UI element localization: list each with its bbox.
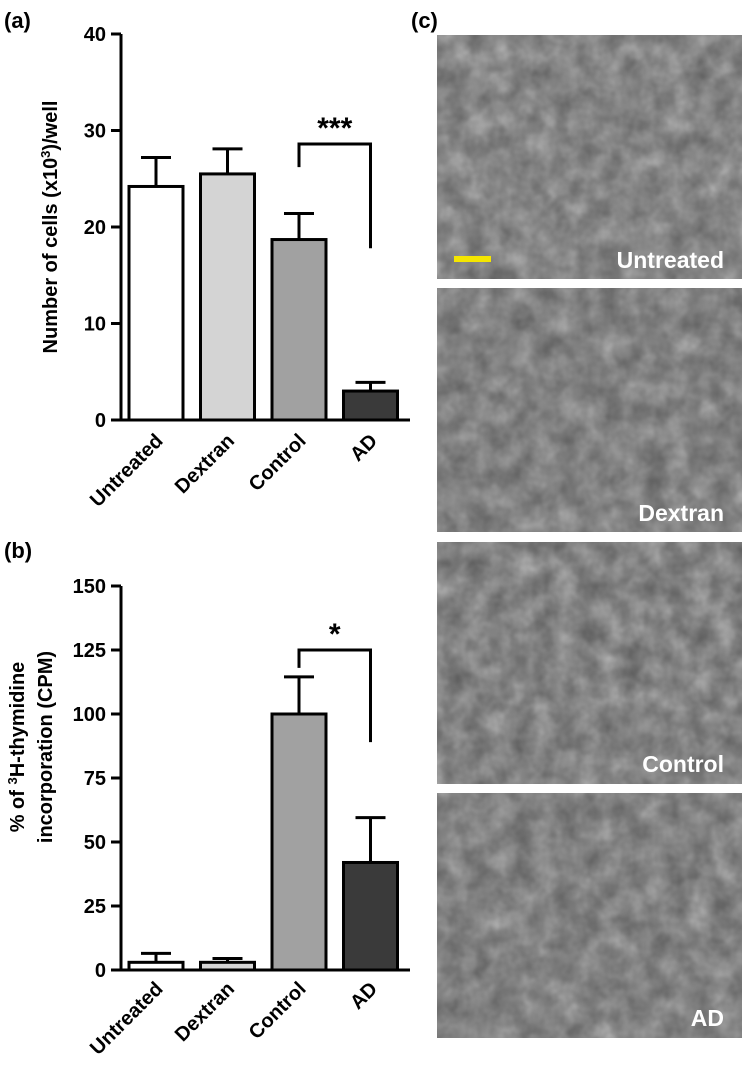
- panel-b-bars: [127, 712, 399, 972]
- panel-b-error-bars: [141, 675, 386, 963]
- micrograph-control: Control: [437, 542, 742, 784]
- bar-dextran: [199, 172, 256, 422]
- x-tick-label: Control: [245, 430, 311, 496]
- y-tick-label: 10: [84, 314, 106, 336]
- significance-bracket: [297, 142, 372, 249]
- micrograph-control-texture: [437, 542, 742, 784]
- panel-a-bars: [127, 172, 399, 422]
- panel-b-label: (b): [4, 538, 32, 563]
- y-tick-label: 100: [73, 704, 106, 726]
- significance-bracket: [297, 648, 372, 743]
- panel-a-x-labels: Untreated Dextran Control AD: [86, 430, 382, 512]
- panel-b-significance: *: [297, 618, 372, 743]
- bar-ad: [342, 860, 399, 972]
- bar-untreated: [127, 960, 185, 972]
- panel-b: (b) % of 3H-thymidine incorporation (CPM…: [4, 538, 410, 1060]
- y-tick-label: 150: [73, 576, 106, 598]
- panel-c-label: (c): [411, 8, 438, 33]
- y-tick-label: 25: [84, 896, 106, 918]
- bar-untreated: [127, 184, 185, 422]
- y-tick-label: 50: [84, 832, 106, 854]
- micrograph-ad-texture: [437, 793, 742, 1038]
- y-tick-label: 0: [95, 960, 106, 982]
- scale-bar: [454, 256, 491, 262]
- micrograph-dextran-texture: [437, 288, 742, 532]
- micrograph-dextran-label: Dextran: [638, 500, 724, 526]
- panel-b-x-labels: Untreated Dextran Control AD: [86, 978, 382, 1060]
- x-tick-label: Untreated: [86, 978, 168, 1060]
- significance-label: ***: [317, 112, 352, 145]
- panel-b-ylabel-line2: incorporation (CPM): [35, 651, 57, 843]
- panel-c: (c) Untreated Dextran Control AD: [411, 8, 742, 1038]
- micrograph-untreated-label: Untreated: [617, 247, 724, 273]
- micrograph-dextran: Dextran: [437, 288, 742, 532]
- y-tick-label: 0: [95, 410, 106, 432]
- panel-a: (a) Number of cells (x103)/well 0 10 20 30 4…: [4, 8, 410, 512]
- panel-a-significance: ***: [297, 112, 372, 249]
- micrograph-untreated-texture: [437, 35, 742, 279]
- y-tick-label: 20: [84, 217, 106, 239]
- x-tick-label: Dextran: [171, 430, 239, 498]
- y-tick-label: 125: [73, 640, 106, 662]
- x-tick-label: AD: [346, 430, 382, 466]
- x-tick-label: Control: [245, 978, 311, 1044]
- bar-control: [270, 712, 328, 972]
- panel-a-ylabel: Number of cells (x103)/well: [38, 101, 62, 354]
- y-tick-label: 30: [84, 121, 106, 143]
- bar-ad: [342, 389, 399, 422]
- micrograph-control-label: Control: [642, 751, 724, 777]
- panel-b-ylabel-line1: % of 3H-thymidine: [5, 662, 29, 833]
- y-tick-label: 40: [84, 24, 106, 46]
- x-tick-label: AD: [346, 978, 382, 1014]
- x-tick-label: Untreated: [86, 430, 168, 512]
- significance-label: *: [329, 618, 341, 651]
- bar-dextran: [199, 960, 256, 972]
- bar-control: [270, 238, 328, 422]
- panel-a-error-bars: [141, 147, 386, 392]
- micrograph-untreated: Untreated: [437, 35, 742, 279]
- x-tick-label: Dextran: [171, 978, 239, 1046]
- micrograph-ad-label: AD: [691, 1005, 724, 1031]
- panel-a-label: (a): [4, 8, 31, 33]
- micrograph-ad: AD: [437, 793, 742, 1038]
- panel-b-y-ticks: 0 25 50 75 100 125 150: [73, 576, 121, 982]
- panel-a-y-ticks: 0 10 20 30 40: [84, 24, 121, 432]
- y-tick-label: 75: [84, 768, 106, 790]
